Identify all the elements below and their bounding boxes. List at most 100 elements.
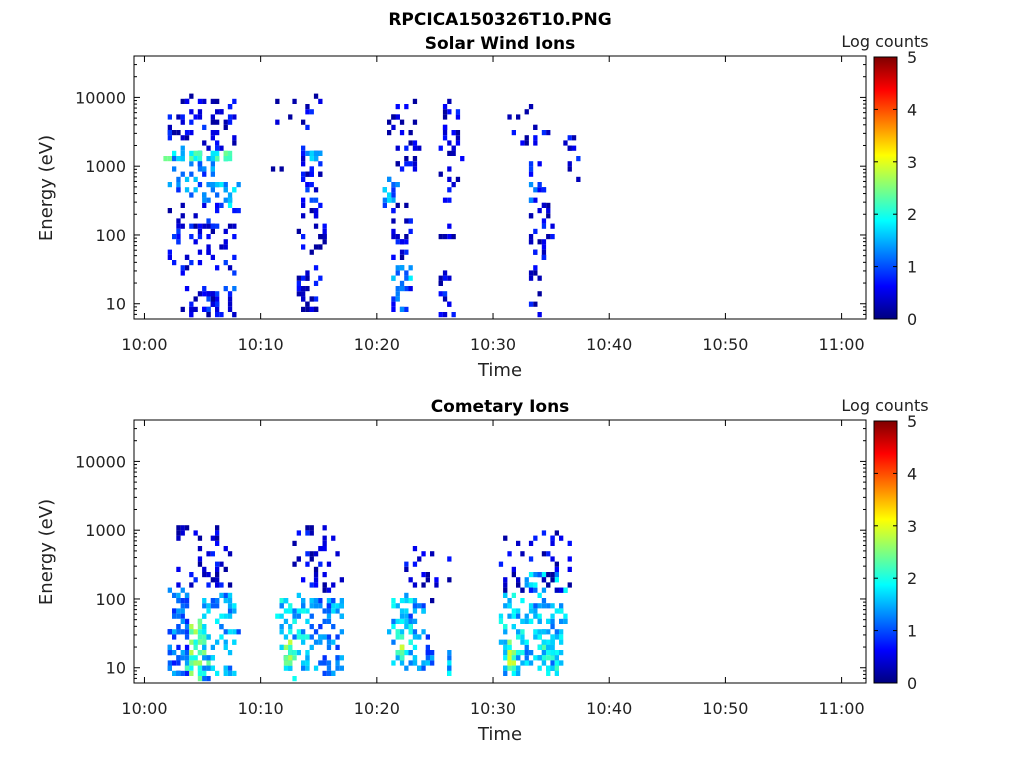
heatmap-cell (524, 660, 529, 666)
heatmap-cell (305, 109, 310, 115)
heatmap-cell (176, 644, 181, 650)
heatmap-cell (223, 665, 228, 671)
x-tick-label: 10:20 (354, 335, 400, 354)
heatmap-cell (541, 655, 547, 661)
heatmap-cell (301, 291, 306, 297)
heatmap-cell (197, 660, 203, 666)
heatmap-cell (210, 161, 215, 167)
panel-title: Cometary Ions (431, 397, 570, 417)
y-tick-label: 10000 (75, 452, 126, 471)
heatmap-cell (232, 670, 237, 676)
heatmap-cell (541, 577, 547, 583)
heatmap-cell (313, 639, 319, 645)
heatmap-cell (215, 208, 220, 214)
heatmap-cell (227, 265, 233, 271)
heatmap-cell (202, 603, 207, 609)
heatmap-cell (176, 239, 181, 245)
heatmap-cell (408, 624, 413, 630)
heatmap-cell (301, 275, 306, 281)
heatmap-cell (193, 239, 198, 245)
heatmap-cell (524, 582, 529, 588)
heatmap-cell (197, 260, 203, 266)
heatmap-cell (404, 275, 409, 281)
heatmap-cell (172, 150, 177, 156)
heatmap-cell (184, 603, 190, 609)
heatmap-cell (412, 603, 418, 609)
heatmap-cell (382, 202, 387, 208)
heatmap-cell (318, 275, 323, 281)
heatmap-cell (395, 234, 400, 240)
heatmap-cell (313, 93, 319, 99)
heatmap-cell (541, 572, 547, 578)
heatmap-cell (326, 561, 332, 567)
heatmap-cell (210, 171, 215, 177)
heatmap-cell (219, 634, 224, 640)
heatmap-cell (395, 202, 400, 208)
heatmap-cell (176, 530, 181, 536)
heatmap-cell (309, 613, 314, 619)
heatmap-cell (541, 660, 547, 666)
heatmap-cell (533, 249, 538, 255)
heatmap-cell (193, 639, 198, 645)
heatmap-cell (296, 650, 301, 656)
heatmap-cell (215, 561, 220, 567)
heatmap-cell (189, 301, 194, 307)
heatmap-cell (227, 551, 233, 557)
heatmap-cell (227, 592, 233, 598)
heatmap-cell (292, 98, 297, 104)
heatmap-cell (232, 312, 237, 318)
heatmap-cell (305, 634, 310, 640)
heatmap-cell (399, 166, 405, 172)
heatmap-cell (189, 312, 194, 318)
heatmap-cell (227, 291, 233, 297)
x-tick-label: 10:00 (121, 699, 167, 718)
heatmap-cell (180, 213, 185, 219)
heatmap-cell (318, 561, 323, 567)
heatmap-cell (215, 98, 220, 104)
heatmap-cell (210, 644, 215, 650)
heatmap-cell (215, 119, 220, 125)
plot-area (133, 419, 867, 684)
heatmap-cell (176, 228, 181, 234)
heatmap-cell (167, 650, 172, 656)
heatmap-cell (227, 301, 233, 307)
heatmap-cell (288, 660, 293, 666)
heatmap-cell (408, 598, 413, 604)
heatmap-cell (498, 618, 504, 624)
heatmap-cell (219, 312, 224, 318)
heatmap-cell (563, 613, 568, 619)
x-tick-label: 10:20 (354, 699, 400, 718)
heatmap-cell (167, 587, 172, 593)
heatmap-cell (559, 535, 564, 541)
heatmap-cell (455, 109, 461, 115)
heatmap-cell (395, 603, 400, 609)
heatmap-cell (232, 114, 237, 120)
heatmap-cell (404, 218, 409, 224)
heatmap-cell (206, 145, 211, 151)
heatmap-cell (404, 286, 409, 292)
heatmap-cell (219, 145, 224, 151)
heatmap-cell (447, 187, 452, 193)
heatmap-cell (335, 608, 340, 614)
heatmap-cell (301, 665, 306, 671)
heatmap-cell (180, 150, 185, 156)
heatmap-cell (227, 296, 233, 302)
heatmap-cell (202, 566, 207, 572)
heatmap-cell (197, 546, 203, 552)
heatmap-cell (301, 234, 306, 240)
heatmap-cell (167, 644, 172, 650)
heatmap-cell (193, 176, 198, 182)
heatmap-cell (283, 598, 289, 604)
heatmap-cell (533, 197, 538, 203)
heatmap-cell (215, 566, 220, 572)
heatmap-cell (232, 234, 237, 240)
heatmap-cell (206, 572, 211, 578)
heatmap-cell (184, 629, 190, 635)
heatmap-cell (528, 104, 534, 110)
heatmap-cell (210, 119, 215, 125)
heatmap-cell (442, 135, 448, 141)
heatmap-cell (339, 577, 344, 583)
heatmap-cell (215, 572, 220, 578)
heatmap-cell (227, 114, 233, 120)
heatmap-cell (451, 150, 456, 156)
